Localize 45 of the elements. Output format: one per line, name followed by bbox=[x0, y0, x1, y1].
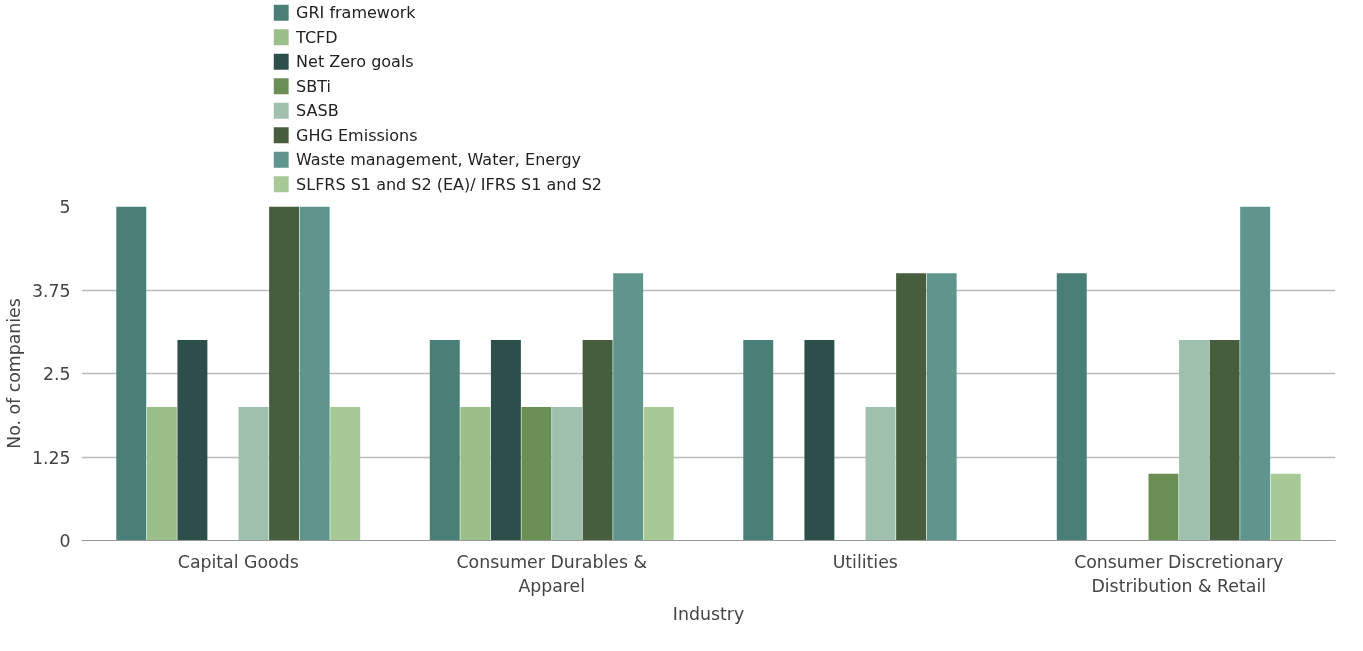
y-tick-label: 0 bbox=[59, 531, 71, 551]
bar bbox=[1179, 340, 1210, 541]
x-tick-label: Consumer Durables & Apparel bbox=[456, 551, 647, 596]
legend-label: GHG Emissions bbox=[296, 125, 418, 145]
bar bbox=[330, 406, 361, 541]
bar bbox=[613, 273, 644, 541]
x-tick-label: Utilities bbox=[832, 551, 898, 572]
bar bbox=[1209, 340, 1240, 541]
x-tick-label: Consumer Discretionary Distribution & Retail bbox=[1074, 551, 1284, 596]
y-axis-title: No. of companies bbox=[3, 298, 24, 449]
legend-label: TCFD bbox=[295, 27, 338, 47]
bar bbox=[865, 406, 896, 541]
bar bbox=[177, 340, 208, 541]
bar bbox=[146, 406, 177, 541]
y-tick-label: 5 bbox=[59, 197, 71, 217]
bar bbox=[460, 406, 491, 541]
bar bbox=[1270, 473, 1301, 541]
bar bbox=[743, 340, 774, 541]
bar bbox=[116, 206, 147, 541]
bar bbox=[299, 206, 330, 541]
bar bbox=[582, 340, 613, 541]
y-tick-label: 3.75 bbox=[31, 280, 71, 301]
legend-label: Net Zero goals bbox=[296, 52, 414, 72]
bar bbox=[552, 406, 583, 541]
bar bbox=[1240, 206, 1271, 541]
legend-label: SLFRS S1 and S2 (EA)/ IFRS S1 and S2 bbox=[296, 174, 602, 194]
bar bbox=[896, 273, 927, 541]
x-axis-title: Industry bbox=[672, 603, 745, 624]
bar bbox=[1056, 273, 1087, 541]
bar bbox=[490, 340, 521, 541]
bar bbox=[1148, 473, 1179, 541]
bar bbox=[521, 406, 552, 541]
y-tick-label: 2.5 bbox=[42, 364, 71, 384]
bar bbox=[238, 406, 269, 541]
legend-label: SBTi bbox=[296, 76, 331, 96]
y-tick-label: 1.25 bbox=[31, 447, 71, 468]
x-tick-label: Capital Goods bbox=[177, 551, 299, 572]
legend-label: Waste management, Water, Energy bbox=[296, 150, 582, 170]
bar bbox=[643, 406, 674, 541]
bar bbox=[269, 206, 300, 541]
bar bbox=[429, 340, 460, 541]
legend-label: GRI framework bbox=[296, 3, 417, 23]
bar bbox=[804, 340, 835, 541]
legend-label: SASB bbox=[296, 101, 339, 121]
bar bbox=[926, 273, 957, 541]
